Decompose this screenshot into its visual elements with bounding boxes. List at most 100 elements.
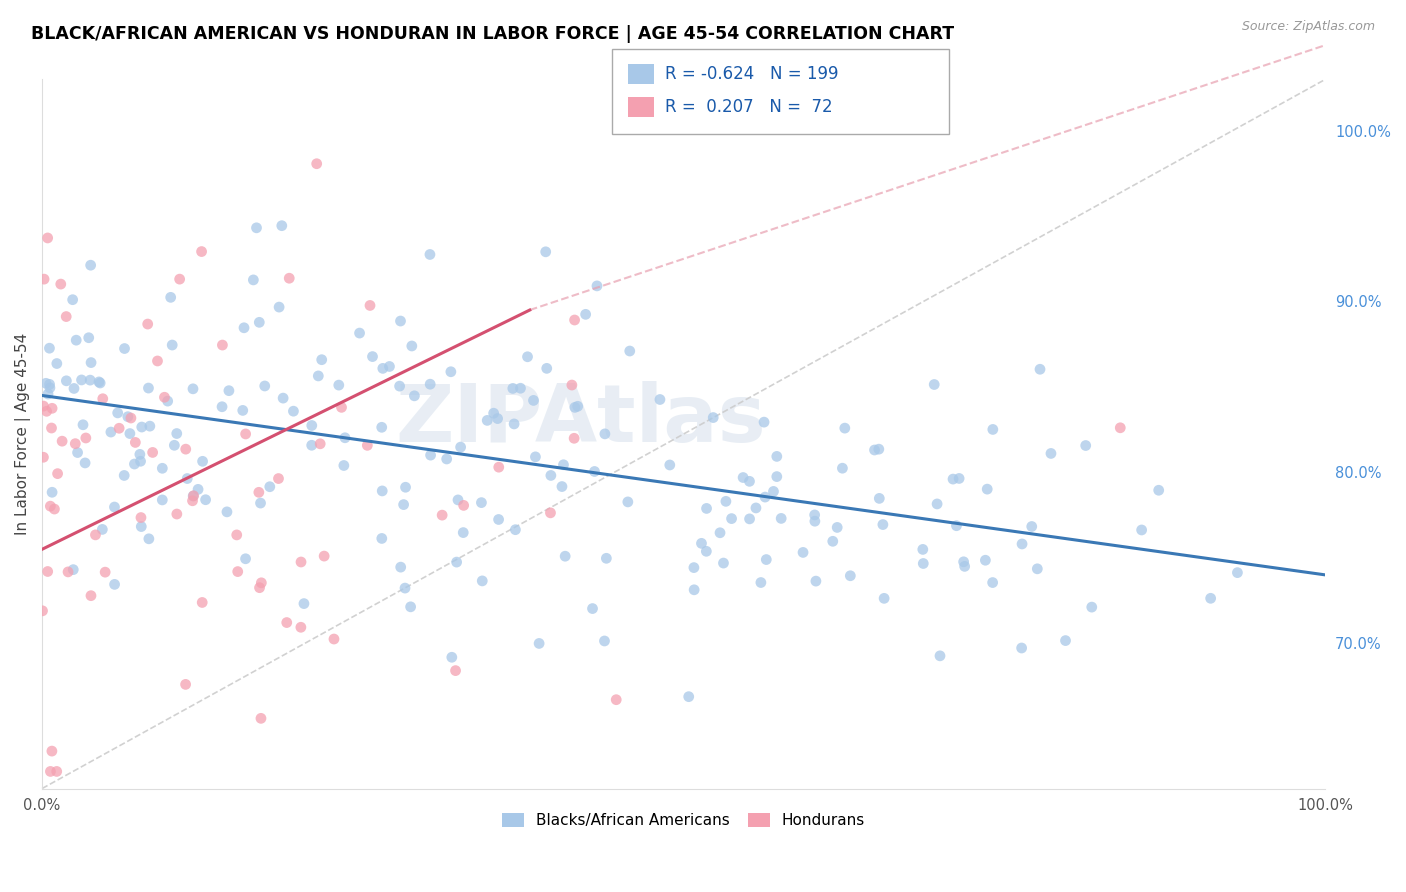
Point bbox=[276, 615, 298, 630]
Point bbox=[446, 555, 468, 569]
Point bbox=[436, 452, 458, 467]
Point bbox=[39, 764, 62, 779]
Point bbox=[1011, 537, 1033, 551]
Point bbox=[453, 499, 475, 513]
Point bbox=[394, 581, 416, 595]
Point bbox=[868, 442, 890, 457]
Point bbox=[191, 595, 214, 609]
Point bbox=[62, 563, 84, 577]
Point bbox=[328, 378, 350, 392]
Point bbox=[38, 377, 60, 392]
Point bbox=[471, 574, 494, 588]
Point bbox=[804, 514, 827, 528]
Point bbox=[349, 326, 371, 340]
Point bbox=[709, 525, 731, 540]
Point bbox=[37, 565, 59, 579]
Point bbox=[174, 677, 197, 691]
Point bbox=[540, 506, 562, 520]
Point bbox=[41, 744, 63, 758]
Point bbox=[561, 378, 583, 392]
Text: R = -0.624   N = 199: R = -0.624 N = 199 bbox=[665, 65, 838, 83]
Point bbox=[754, 490, 776, 504]
Point bbox=[35, 404, 58, 418]
Point bbox=[1147, 483, 1170, 498]
Point bbox=[1081, 600, 1104, 615]
Point bbox=[976, 482, 998, 496]
Legend: Blacks/African Americans, Hondurans: Blacks/African Americans, Hondurans bbox=[496, 806, 872, 834]
Point bbox=[269, 300, 291, 314]
Point bbox=[581, 601, 603, 615]
Point bbox=[359, 298, 381, 312]
Point bbox=[80, 589, 103, 603]
Point bbox=[586, 279, 609, 293]
Point bbox=[65, 436, 87, 450]
Point bbox=[267, 471, 290, 485]
Text: BLACK/AFRICAN AMERICAN VS HONDURAN IN LABOR FORCE | AGE 45-54 CORRELATION CHART: BLACK/AFRICAN AMERICAN VS HONDURAN IN LA… bbox=[31, 25, 955, 43]
Point bbox=[55, 310, 77, 324]
Point bbox=[66, 445, 89, 459]
Point bbox=[166, 426, 188, 441]
Point bbox=[138, 532, 160, 546]
Point bbox=[394, 480, 416, 494]
Point bbox=[183, 489, 205, 503]
Point bbox=[952, 555, 974, 569]
Point bbox=[733, 470, 755, 484]
Point bbox=[32, 272, 55, 286]
Point bbox=[235, 427, 257, 442]
Point bbox=[290, 620, 312, 634]
Point bbox=[249, 496, 271, 510]
Point bbox=[333, 431, 356, 445]
Point bbox=[292, 597, 315, 611]
Point bbox=[103, 577, 125, 591]
Point bbox=[683, 560, 706, 574]
Point bbox=[389, 314, 412, 328]
Point bbox=[41, 421, 63, 435]
Point bbox=[112, 468, 135, 483]
Point bbox=[803, 508, 825, 522]
Point bbox=[301, 418, 323, 433]
Point bbox=[488, 460, 510, 475]
Point bbox=[35, 376, 58, 391]
Point bbox=[305, 157, 328, 171]
Point bbox=[75, 431, 97, 445]
Point bbox=[94, 565, 117, 579]
Point bbox=[361, 350, 384, 364]
Point bbox=[62, 293, 84, 307]
Point bbox=[51, 434, 73, 449]
Point bbox=[981, 422, 1004, 436]
Point bbox=[929, 648, 952, 663]
Point bbox=[250, 711, 273, 725]
Point bbox=[648, 392, 671, 407]
Point bbox=[211, 400, 233, 414]
Point bbox=[593, 634, 616, 648]
Point bbox=[440, 650, 463, 665]
Point bbox=[38, 341, 60, 355]
Point bbox=[488, 512, 510, 526]
Point bbox=[440, 365, 463, 379]
Point bbox=[720, 511, 742, 525]
Point bbox=[131, 420, 153, 434]
Point bbox=[745, 500, 768, 515]
Point bbox=[117, 409, 139, 424]
Point bbox=[562, 431, 585, 445]
Point bbox=[678, 690, 700, 704]
Point bbox=[388, 379, 411, 393]
Point bbox=[551, 479, 574, 493]
Point bbox=[181, 493, 204, 508]
Point bbox=[232, 403, 254, 417]
Point bbox=[80, 355, 103, 369]
Point bbox=[444, 664, 467, 678]
Point bbox=[567, 399, 589, 413]
Point bbox=[738, 512, 761, 526]
Point bbox=[253, 379, 276, 393]
Point bbox=[371, 361, 394, 376]
Point bbox=[46, 467, 69, 481]
Point bbox=[430, 508, 453, 523]
Point bbox=[619, 344, 641, 359]
Point bbox=[323, 632, 346, 646]
Point bbox=[87, 375, 110, 389]
Point bbox=[156, 394, 179, 409]
Point bbox=[1109, 421, 1132, 435]
Point bbox=[575, 307, 598, 321]
Point bbox=[191, 454, 214, 468]
